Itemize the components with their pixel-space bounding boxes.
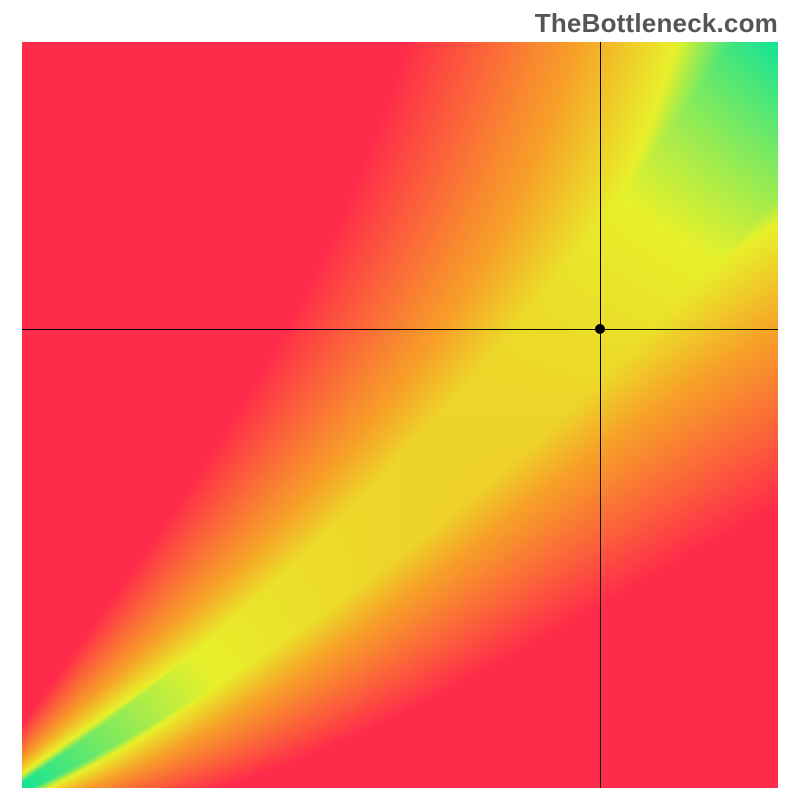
chart-container: TheBottleneck.com (0, 0, 800, 800)
heatmap-plot (22, 42, 778, 788)
watermark-text: TheBottleneck.com (535, 8, 778, 39)
heatmap-canvas (22, 42, 778, 788)
